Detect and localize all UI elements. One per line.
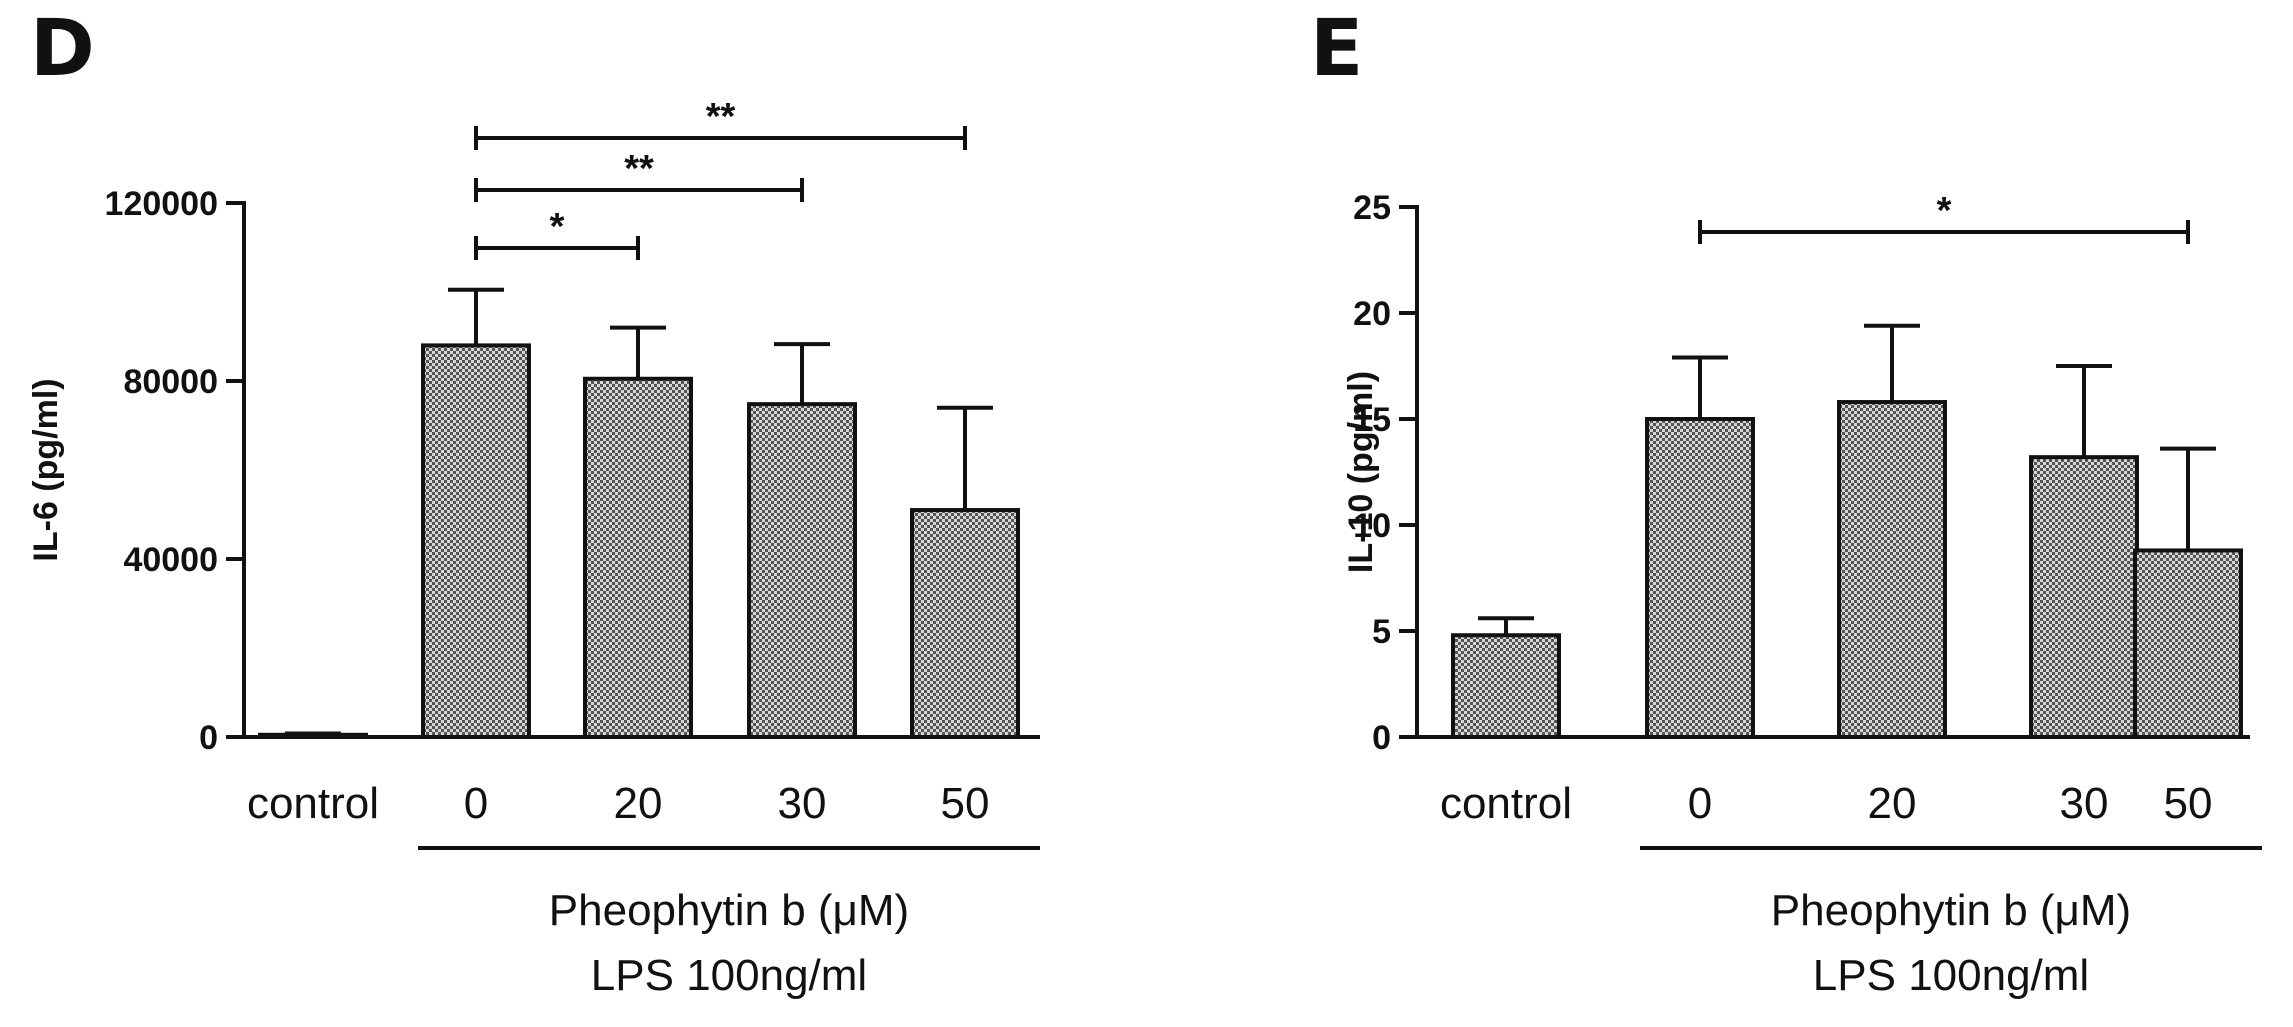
significance-label: * — [1937, 190, 1952, 232]
x-tick-label: 50 — [941, 779, 990, 828]
bar — [583, 376, 693, 739]
bar — [1837, 400, 1947, 739]
y-tick-label: 15 — [1353, 401, 1391, 439]
bar — [2133, 548, 2243, 739]
y-axis-label: IL-6 (pg/ml) — [27, 378, 65, 561]
y-tick-label: 80000 — [123, 363, 218, 401]
significance-label: * — [550, 206, 565, 248]
bar — [1645, 417, 1755, 739]
x-tick-label: 0 — [1688, 779, 1712, 828]
y-tick-label: 10 — [1353, 507, 1391, 545]
x-tick-label: 20 — [614, 779, 663, 828]
group-label-line-1: Pheophytin b (μM) — [549, 886, 909, 935]
y-tick-label: 5 — [1372, 613, 1391, 651]
significance-label: ** — [624, 148, 654, 190]
bar — [1451, 633, 1561, 739]
y-tick-label: 120000 — [105, 185, 218, 223]
x-tick-label: 30 — [2060, 779, 2109, 828]
panel-d: D 0 40000 80000 120000 IL-6 (pg/ml) control 0 20… — [27, 4, 1040, 1000]
x-tick-label: 0 — [464, 779, 488, 828]
panel-letter: E — [1310, 4, 1363, 94]
bar — [747, 402, 857, 739]
group-label-line-2: LPS 100ng/ml — [1813, 951, 2089, 1000]
y-tick-label: 25 — [1353, 189, 1391, 227]
x-tick-label: 50 — [2164, 779, 2213, 828]
y-axis-label: IL-10 (pg/ml) — [1342, 371, 1380, 573]
x-tick-label: 20 — [1868, 779, 1917, 828]
x-tick-label: control — [1440, 779, 1572, 828]
bar — [2029, 455, 2139, 739]
bar — [910, 508, 1020, 739]
group-label-line-1: Pheophytin b (μM) — [1771, 886, 2131, 935]
panel-e: E 0 5 10 15 20 25 IL-10 (pg/ml) control 0 20 30 50 Ph… — [1310, 4, 2262, 1000]
y-tick-label: 0 — [1372, 719, 1391, 757]
x-tick-label: control — [247, 779, 379, 828]
bar — [421, 343, 531, 739]
y-tick-label: 40000 — [123, 541, 218, 579]
x-tick-label: 30 — [778, 779, 827, 828]
significance-label: ** — [706, 96, 736, 138]
group-label-line-2: LPS 100ng/ml — [591, 951, 867, 1000]
y-tick-label: 20 — [1353, 295, 1391, 333]
y-tick-label: 0 — [199, 719, 218, 757]
panel-letter: D — [30, 4, 95, 94]
